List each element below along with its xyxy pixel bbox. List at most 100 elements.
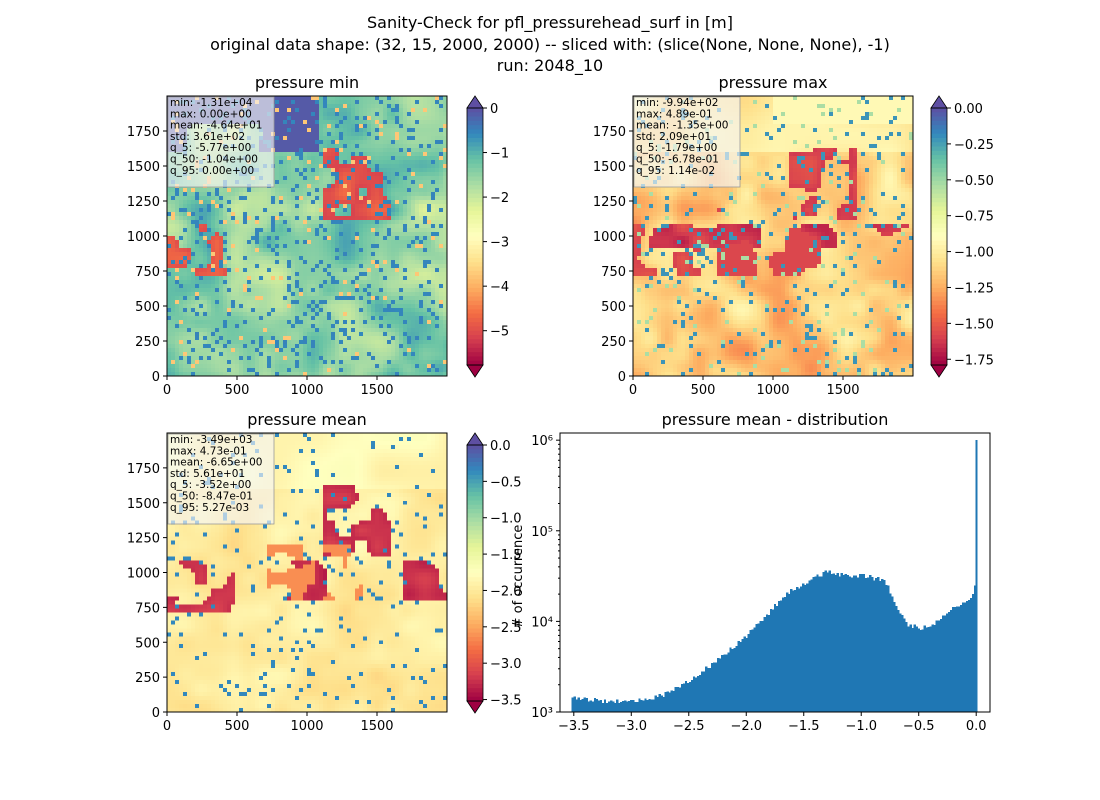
heatmap-cell: [311, 192, 316, 197]
heatmap-cell: [443, 276, 448, 281]
heatmap-cell: [435, 360, 440, 365]
heatmap-cell: [375, 364, 380, 369]
heatmap-cell: [443, 208, 448, 213]
heatmap-cell: [343, 188, 348, 193]
heatmap-cell: [191, 256, 196, 261]
heatmap-cell: [211, 224, 216, 229]
heatmap-cell: [295, 212, 300, 217]
heatmap-cell: [271, 244, 276, 249]
heatmap-cell: [243, 284, 248, 289]
heatmap-cell: [211, 300, 216, 305]
heatmap-cell: [291, 228, 296, 233]
heatmap-cell: [359, 144, 364, 149]
heatmap-cell: [195, 284, 200, 289]
heatmap-cell: [315, 176, 320, 181]
heatmap-cell: [375, 344, 380, 349]
heatmap-cell: [223, 216, 228, 221]
heatmap-cell: [251, 252, 256, 257]
heatmap-cell: [295, 244, 300, 249]
heatmap-cell: [347, 352, 352, 357]
heatmap-cell: [403, 248, 408, 253]
heatmap-cell: [239, 296, 244, 301]
heatmap-cell: [399, 284, 404, 289]
heatmap-cell: [231, 284, 236, 289]
heatmap-cell: [439, 108, 444, 113]
heatmap-cell: [323, 172, 328, 177]
heatmap-cell: [191, 312, 196, 317]
heatmap-cell: [351, 272, 356, 277]
heatmap-cell: [315, 152, 320, 157]
heatmap-cell: [311, 204, 316, 209]
heatmap-cell: [243, 364, 248, 369]
heatmap-cell: [319, 140, 324, 145]
heatmap-cell: [271, 324, 276, 329]
heatmap-cell: [219, 352, 224, 357]
heatmap-cell: [263, 280, 268, 285]
heatmap-cell: [247, 240, 252, 245]
heatmap-cell: [355, 112, 360, 117]
heatmap-cell: [175, 212, 180, 217]
heatmap-cell: [343, 200, 348, 205]
heatmap-cell: [435, 108, 440, 113]
heatmap-cell: [315, 360, 320, 365]
heatmap-cell: [227, 348, 232, 353]
heatmap-cell: [283, 300, 288, 305]
heatmap-cell: [391, 364, 396, 369]
heatmap-cell: [363, 232, 368, 237]
heatmap-cell: [435, 132, 440, 137]
heatmap-cell: [371, 244, 376, 249]
heatmap-cell: [259, 340, 264, 345]
heatmap-cell: [283, 312, 288, 317]
heatmap-cell: [403, 360, 408, 365]
heatmap-cell: [331, 108, 336, 113]
heatmap-cell: [375, 200, 380, 205]
heatmap-cell: [307, 280, 312, 285]
heatmap-cell: [311, 316, 316, 321]
heatmap-cell: [171, 216, 176, 221]
heatmap-cell: [247, 296, 252, 301]
heatmap-cell: [415, 372, 420, 377]
heatmap-cell: [431, 132, 436, 137]
heatmap-cell: [223, 372, 228, 377]
heatmap-cell: [427, 180, 432, 185]
heatmap-cell: [223, 336, 228, 341]
heatmap-cell: [275, 228, 280, 233]
heatmap-cell: [411, 256, 416, 261]
heatmap-cell: [279, 164, 284, 169]
heatmap-cell: [343, 268, 348, 273]
heatmap-cell: [359, 340, 364, 345]
heatmap-cell: [167, 256, 172, 261]
heatmap-cell: [291, 132, 296, 137]
heatmap-cell: [367, 160, 372, 165]
heatmap-cell: [387, 168, 392, 173]
heatmap-cell: [283, 148, 288, 153]
heatmap-cell: [339, 236, 344, 241]
heatmap-cell: [407, 368, 412, 373]
heatmap-cell: [279, 284, 284, 289]
heatmap-cell: [243, 296, 248, 301]
heatmap-cell: [259, 312, 264, 317]
heatmap-cell: [307, 292, 312, 297]
heatmap-cell: [327, 344, 332, 349]
heatmap-cell: [387, 316, 392, 321]
heatmap-cell: [203, 236, 208, 241]
heatmap-cell: [271, 300, 276, 305]
heatmap-cell: [331, 268, 336, 273]
heatmap-cell: [395, 216, 400, 221]
heatmap-cell: [291, 316, 296, 321]
heatmap-cell: [275, 340, 280, 345]
heatmap-cell: [343, 368, 348, 373]
heatmap-cell: [359, 136, 364, 141]
heatmap-cell: [339, 268, 344, 273]
heatmap-cell: [315, 220, 320, 225]
heatmap-cell: [307, 352, 312, 357]
heatmap-cell: [383, 312, 388, 317]
heatmap-cell: [371, 108, 376, 113]
heatmap-cell: [331, 356, 336, 361]
heatmap-cell: [395, 132, 400, 137]
heatmap-cell: [331, 324, 336, 329]
heatmap-cell: [391, 276, 396, 281]
heatmap-cell: [391, 356, 396, 361]
heatmap-cell: [215, 252, 220, 257]
heatmap-cell: [319, 132, 324, 137]
